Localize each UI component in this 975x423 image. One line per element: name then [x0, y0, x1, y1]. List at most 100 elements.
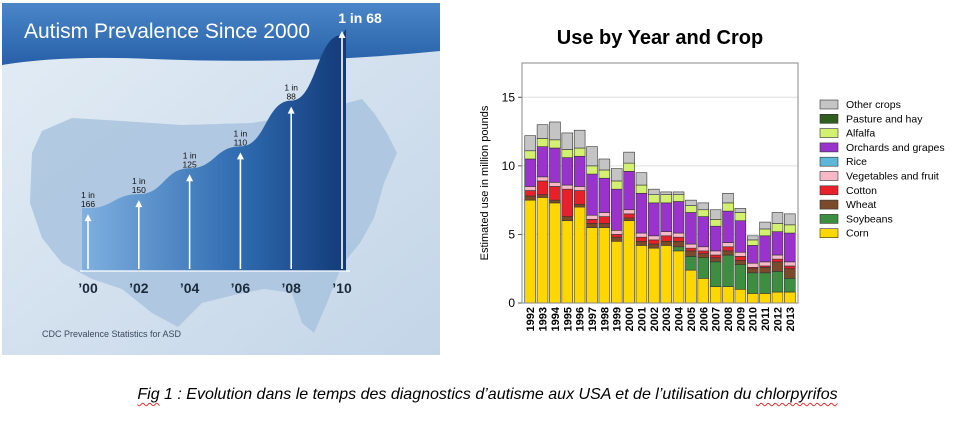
- x-tick-label: 2002: [649, 307, 661, 331]
- bar-segment: [561, 216, 574, 222]
- legend-swatch: [819, 214, 839, 224]
- bar-segment: [598, 212, 611, 217]
- bar-segment: [536, 176, 549, 182]
- legend-swatch: [819, 199, 839, 210]
- bar-segment: [672, 246, 685, 252]
- bar-segment: [771, 261, 784, 272]
- bar-segment: [759, 228, 771, 237]
- x-tick-label: 2010: [748, 307, 760, 331]
- bar-segment: [685, 247, 697, 252]
- bar-segment: [734, 212, 747, 222]
- legend-swatch: [819, 185, 839, 196]
- bar-segment: [709, 225, 722, 252]
- bar-segment: [746, 239, 759, 246]
- bar-segment: [771, 231, 784, 256]
- bar-segment: [746, 268, 759, 274]
- bar-segment: [672, 250, 685, 304]
- bar-segment: [771, 223, 784, 232]
- bar-segment: [561, 157, 574, 186]
- bar-segment: [598, 227, 611, 304]
- bar-segment: [648, 235, 660, 241]
- bar-segment: [746, 272, 759, 294]
- prevalence-label: 150: [132, 185, 146, 195]
- bar-segment: [734, 251, 747, 257]
- bar-segment: [524, 158, 536, 187]
- bar-segment: [610, 236, 623, 242]
- bar-segment: [549, 199, 561, 204]
- x-tick-label: 1999: [612, 307, 624, 331]
- bar-segment: [709, 250, 722, 256]
- bar-segment: [660, 231, 672, 237]
- chart-title: Use by Year and Crop: [557, 27, 763, 49]
- legend-label: Alfalfa: [846, 128, 875, 140]
- bar-segment: [672, 232, 685, 238]
- bar-segment: [524, 190, 536, 197]
- bar-segment: [524, 186, 536, 191]
- x-tick-label: 2003: [661, 307, 673, 331]
- bar-segment: [524, 150, 536, 160]
- prevalence-label: 1 in 68: [338, 10, 382, 26]
- bar-segment: [685, 199, 697, 206]
- bar-segment: [722, 242, 734, 248]
- bar-segment: [549, 139, 561, 149]
- bar-segment: [536, 138, 549, 147]
- x-tick-label: 2001: [636, 307, 648, 331]
- x-tick-label: ’08: [281, 280, 301, 296]
- bar-segment: [561, 132, 574, 150]
- bar-segment: [697, 246, 710, 252]
- x-tick-label: ’06: [231, 280, 251, 296]
- bar-segment: [549, 182, 561, 187]
- bar-segment: [549, 202, 561, 304]
- bar-segment: [648, 243, 660, 249]
- bar-segment: [660, 240, 672, 246]
- bar-segment: [660, 235, 672, 242]
- bar-segment: [635, 232, 648, 238]
- bar-segment: [746, 245, 759, 264]
- bar-segment: [648, 194, 660, 204]
- legend-swatch: [819, 228, 839, 238]
- bar-segment: [759, 235, 771, 263]
- prevalence-label: 1 in: [132, 176, 146, 186]
- legend-swatch: [819, 171, 839, 181]
- x-tick-label: 1995: [562, 307, 574, 331]
- prevalence-label: 1 in: [234, 128, 248, 138]
- prevalence-label: 1 in: [81, 190, 95, 200]
- bar-segment: [524, 135, 536, 152]
- prevalence-label: 1 in: [183, 150, 197, 160]
- bar-segment: [759, 261, 771, 267]
- bar-segment: [549, 121, 561, 141]
- bar-segment: [623, 220, 635, 304]
- bar-segment: [586, 214, 598, 220]
- arrow-head: [186, 174, 194, 182]
- bar-segment: [759, 293, 771, 304]
- bar-segment: [610, 240, 623, 304]
- x-tick-label: 1994: [550, 306, 562, 331]
- bar-segment: [524, 199, 536, 304]
- bar-segment: [709, 257, 722, 263]
- y-tick-label: 15: [502, 90, 516, 104]
- bar-segment: [623, 209, 635, 215]
- bar-segment: [586, 165, 598, 175]
- bar-segment: [746, 235, 759, 241]
- bar-segment: [784, 232, 796, 263]
- bar-segment: [623, 171, 635, 211]
- bar-segment: [672, 194, 685, 202]
- bar-segment: [722, 192, 734, 204]
- prevalence-label: 125: [183, 159, 197, 169]
- bar-segment: [573, 206, 586, 304]
- bar-segment: [709, 209, 722, 220]
- x-tick-label: 1997: [587, 307, 599, 331]
- legend-label: Vegetables and fruit: [846, 171, 939, 183]
- bar-segment: [734, 260, 747, 265]
- bar-segment: [672, 191, 685, 195]
- bar-segment: [573, 190, 586, 205]
- legend-swatch: [819, 99, 839, 110]
- bar-segment: [685, 205, 697, 213]
- bar-segment: [672, 201, 685, 234]
- bar-segment: [784, 265, 796, 270]
- bar-segment: [771, 258, 784, 263]
- bar-segment: [771, 291, 784, 304]
- bar-segment: [623, 162, 635, 172]
- bar-segment: [635, 236, 648, 242]
